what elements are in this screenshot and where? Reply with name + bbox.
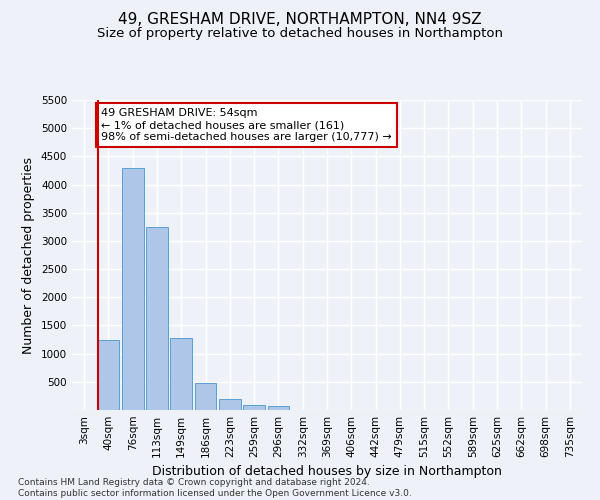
Text: Contains HM Land Registry data © Crown copyright and database right 2024.
Contai: Contains HM Land Registry data © Crown c… bbox=[18, 478, 412, 498]
Bar bbox=[146, 227, 168, 410]
Bar bbox=[170, 338, 192, 410]
Y-axis label: Number of detached properties: Number of detached properties bbox=[22, 156, 35, 354]
X-axis label: Distribution of detached houses by size in Northampton: Distribution of detached houses by size … bbox=[152, 466, 502, 478]
Text: 49, GRESHAM DRIVE, NORTHAMPTON, NN4 9SZ: 49, GRESHAM DRIVE, NORTHAMPTON, NN4 9SZ bbox=[118, 12, 482, 28]
Bar bbox=[243, 405, 265, 410]
Bar bbox=[219, 398, 241, 410]
Text: Size of property relative to detached houses in Northampton: Size of property relative to detached ho… bbox=[97, 28, 503, 40]
Bar bbox=[194, 383, 217, 410]
Bar bbox=[268, 406, 289, 410]
Bar bbox=[122, 168, 143, 410]
Text: 49 GRESHAM DRIVE: 54sqm
← 1% of detached houses are smaller (161)
98% of semi-de: 49 GRESHAM DRIVE: 54sqm ← 1% of detached… bbox=[101, 108, 392, 142]
Bar bbox=[97, 340, 119, 410]
